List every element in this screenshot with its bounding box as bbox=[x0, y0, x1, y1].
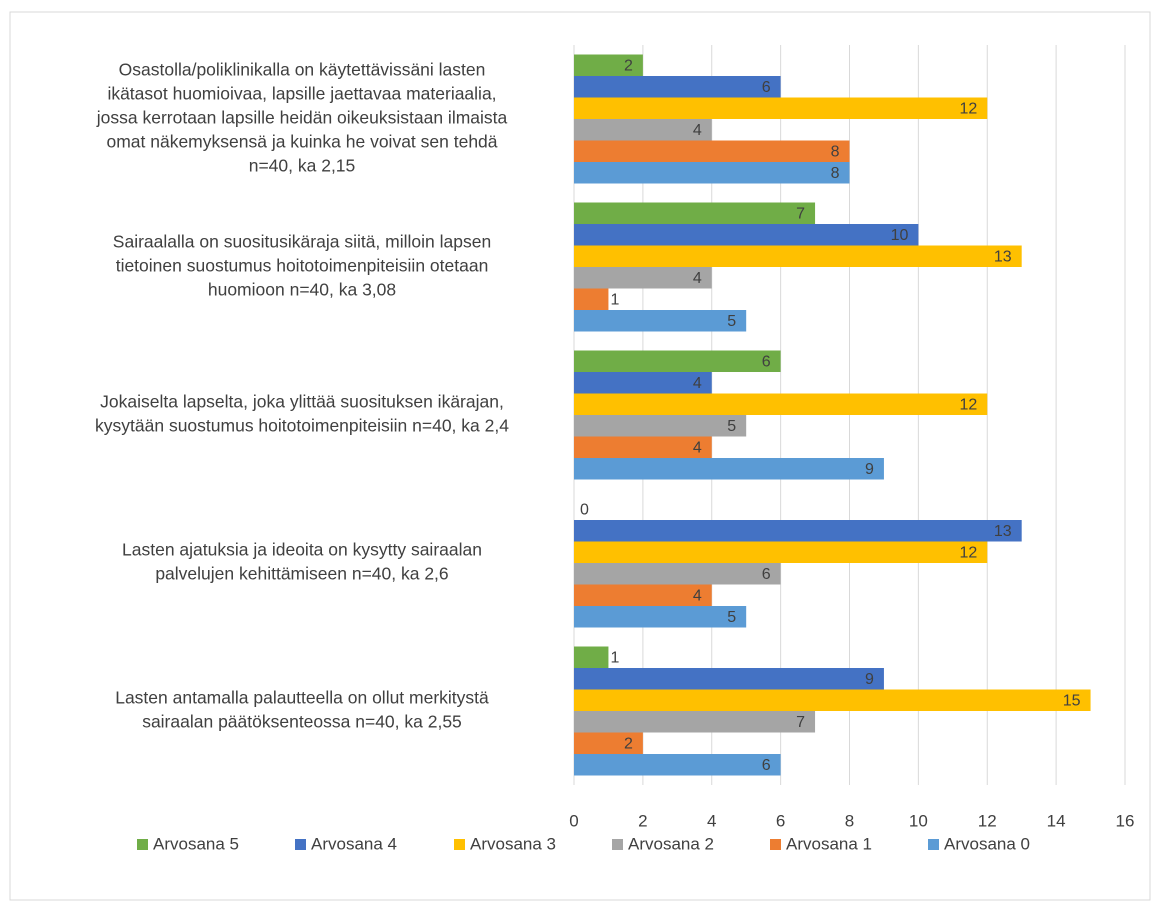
legend-swatch bbox=[770, 839, 781, 850]
bar bbox=[574, 119, 712, 141]
value-label: 13 bbox=[994, 248, 1012, 265]
x-tick-label: 16 bbox=[1116, 811, 1135, 830]
bar bbox=[574, 668, 884, 690]
bar bbox=[574, 393, 988, 415]
bar bbox=[574, 140, 850, 162]
bar bbox=[574, 245, 1022, 267]
x-tick-label: 6 bbox=[776, 811, 785, 830]
value-label: 6 bbox=[762, 566, 771, 583]
x-tick-label: 10 bbox=[909, 811, 928, 830]
legend-swatch bbox=[454, 839, 465, 850]
value-label: 5 bbox=[727, 313, 736, 330]
x-tick-label: 2 bbox=[638, 811, 647, 830]
bar bbox=[574, 606, 747, 628]
category-label: huomioon n=40, ka 3,08 bbox=[208, 280, 396, 300]
x-tick-label: 14 bbox=[1047, 811, 1066, 830]
bar bbox=[574, 288, 609, 310]
category-label: n=40, ka 2,15 bbox=[249, 156, 356, 176]
category-label: Osastolla/poliklinikalla on käytettäviss… bbox=[119, 60, 486, 80]
value-label: 4 bbox=[693, 122, 702, 139]
bar bbox=[574, 415, 747, 437]
bar bbox=[574, 350, 781, 372]
value-label: 5 bbox=[727, 418, 736, 435]
bar bbox=[574, 162, 850, 184]
value-label: 7 bbox=[796, 205, 805, 222]
value-label: 8 bbox=[831, 165, 840, 182]
bar bbox=[574, 563, 781, 585]
value-label: 6 bbox=[762, 757, 771, 774]
category-label: omat näkemyksensä ja kuinka he voivat se… bbox=[106, 132, 497, 152]
value-label: 4 bbox=[693, 375, 702, 392]
legend-label: Arvosana 3 bbox=[470, 834, 556, 853]
bar bbox=[574, 267, 712, 289]
value-label: 2 bbox=[624, 57, 633, 74]
bar bbox=[574, 202, 816, 224]
value-label: 2 bbox=[624, 735, 633, 752]
legend-swatch bbox=[928, 839, 939, 850]
legend-label: Arvosana 0 bbox=[944, 834, 1030, 853]
value-label: 4 bbox=[693, 587, 702, 604]
category-label: tietoinen suostumus hoitotoimenpiteisiin… bbox=[116, 256, 489, 276]
x-tick-label: 0 bbox=[569, 811, 578, 830]
category-label: jossa kerrotaan lapsille heidän oikeuksi… bbox=[96, 108, 508, 128]
value-label: 9 bbox=[865, 461, 874, 478]
bar bbox=[574, 646, 609, 668]
category-label: ikätasot huomioivaa, lapsille jaettavaa … bbox=[107, 84, 496, 104]
value-label: 4 bbox=[693, 439, 702, 456]
bar bbox=[574, 97, 988, 119]
legend-label: Arvosana 5 bbox=[153, 834, 239, 853]
category-label: palvelujen kehittämiseen n=40, ka 2,6 bbox=[155, 564, 448, 584]
value-label: 8 bbox=[831, 143, 840, 160]
legend-swatch bbox=[137, 839, 148, 850]
value-label: 5 bbox=[727, 609, 736, 626]
bar bbox=[574, 541, 988, 563]
category-label: kysytään suostumus hoitotoimenpiteisiin … bbox=[95, 416, 509, 436]
value-label: 15 bbox=[1063, 692, 1081, 709]
bar bbox=[574, 436, 712, 458]
x-tick-label: 12 bbox=[978, 811, 997, 830]
bar bbox=[574, 732, 643, 754]
value-label: 1 bbox=[610, 291, 619, 308]
value-label: 9 bbox=[865, 671, 874, 688]
value-label: 12 bbox=[959, 544, 977, 561]
value-label: 6 bbox=[762, 353, 771, 370]
bar bbox=[574, 224, 919, 246]
value-label: 12 bbox=[959, 100, 977, 117]
value-label: 7 bbox=[796, 714, 805, 731]
value-label: 0 bbox=[580, 501, 589, 518]
bar bbox=[574, 458, 884, 480]
category-label: Lasten ajatuksia ja ideoita on kysytty s… bbox=[122, 540, 482, 560]
bar bbox=[574, 584, 712, 606]
category-label: Sairaalalla on suositusikäraja siitä, mi… bbox=[113, 232, 491, 252]
category-label: sairaalan päätöksenteossa n=40, ka 2,55 bbox=[142, 712, 462, 732]
legend-swatch bbox=[612, 839, 623, 850]
legend-swatch bbox=[295, 839, 306, 850]
category-label: Lasten antamalla palautteella on ollut m… bbox=[115, 688, 489, 708]
bar bbox=[574, 754, 781, 776]
legend-label: Arvosana 1 bbox=[786, 834, 872, 853]
value-label: 6 bbox=[762, 79, 771, 96]
x-tick-label: 8 bbox=[845, 811, 854, 830]
bar bbox=[574, 711, 816, 733]
bar bbox=[574, 310, 747, 332]
x-tick-label: 4 bbox=[707, 811, 716, 830]
value-label: 13 bbox=[994, 523, 1012, 540]
bar bbox=[574, 520, 1022, 542]
bar bbox=[574, 689, 1091, 711]
value-label: 10 bbox=[891, 227, 909, 244]
category-label: Jokaiselta lapselta, joka ylittää suosit… bbox=[100, 392, 504, 412]
bar bbox=[574, 372, 712, 394]
value-label: 12 bbox=[959, 396, 977, 413]
bar bbox=[574, 76, 781, 98]
legend-label: Arvosana 2 bbox=[628, 834, 714, 853]
legend-label: Arvosana 4 bbox=[311, 834, 397, 853]
bar bbox=[574, 54, 643, 76]
value-label: 4 bbox=[693, 270, 702, 287]
value-label: 1 bbox=[610, 649, 619, 666]
